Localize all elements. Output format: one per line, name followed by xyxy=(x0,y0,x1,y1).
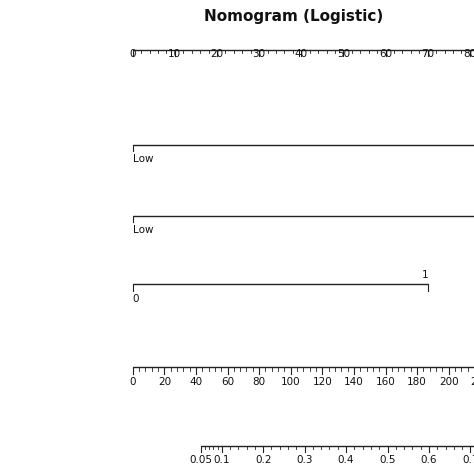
Text: 100: 100 xyxy=(281,377,301,387)
Text: 0.4: 0.4 xyxy=(338,455,355,465)
Text: 0.1: 0.1 xyxy=(213,455,230,465)
Text: 220: 220 xyxy=(470,377,474,387)
Text: 40: 40 xyxy=(189,377,202,387)
Text: Low: Low xyxy=(133,154,153,164)
Text: 20: 20 xyxy=(158,377,171,387)
Text: 0.6: 0.6 xyxy=(421,455,437,465)
Text: 0.7: 0.7 xyxy=(462,455,474,465)
Text: 40: 40 xyxy=(295,49,308,59)
Text: 180: 180 xyxy=(407,377,427,387)
Text: 20: 20 xyxy=(210,49,224,59)
Text: 0: 0 xyxy=(129,49,136,59)
Text: 1: 1 xyxy=(422,270,428,280)
Text: 30: 30 xyxy=(253,49,266,59)
Text: 60: 60 xyxy=(379,49,392,59)
Text: 0.3: 0.3 xyxy=(296,455,313,465)
Text: 0.2: 0.2 xyxy=(255,455,272,465)
Text: 200: 200 xyxy=(439,377,458,387)
Text: 70: 70 xyxy=(421,49,434,59)
Text: Low: Low xyxy=(133,225,153,235)
Text: 120: 120 xyxy=(312,377,332,387)
Text: Nomogram (Logistic): Nomogram (Logistic) xyxy=(204,9,383,24)
Text: 0.5: 0.5 xyxy=(379,455,396,465)
Text: 50: 50 xyxy=(337,49,350,59)
Text: 80: 80 xyxy=(253,377,266,387)
Text: 0.05: 0.05 xyxy=(190,455,212,465)
Text: 160: 160 xyxy=(375,377,395,387)
Text: 140: 140 xyxy=(344,377,364,387)
Text: 80: 80 xyxy=(463,49,474,59)
Text: 0: 0 xyxy=(133,294,139,304)
Text: 0: 0 xyxy=(129,377,136,387)
Text: 10: 10 xyxy=(168,49,182,59)
Text: 60: 60 xyxy=(221,377,234,387)
